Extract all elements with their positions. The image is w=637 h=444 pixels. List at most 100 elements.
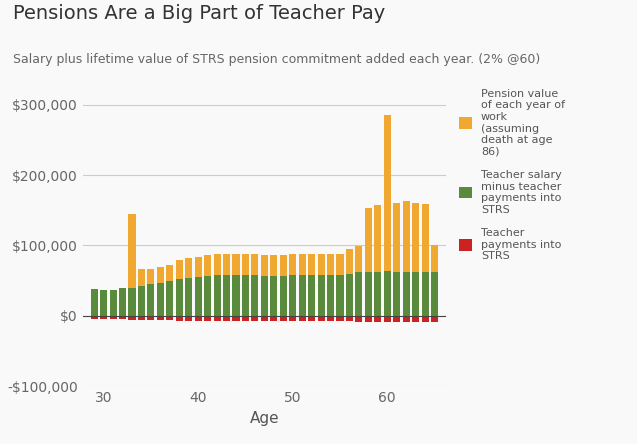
Bar [317, 275, 325, 316]
Bar [233, 254, 240, 275]
Bar [308, 275, 315, 316]
Bar [129, 288, 136, 316]
Bar [252, 316, 259, 321]
Bar [375, 272, 382, 316]
Bar [213, 316, 220, 321]
Bar [412, 203, 419, 272]
Bar [119, 316, 126, 319]
Bar [242, 275, 249, 316]
Bar [90, 316, 97, 319]
Bar [166, 265, 173, 281]
Bar [365, 272, 372, 316]
Bar [261, 316, 268, 321]
Bar [431, 245, 438, 272]
Bar [289, 275, 296, 316]
Bar [195, 316, 202, 321]
Bar [204, 255, 211, 276]
Bar [176, 279, 183, 316]
Bar [129, 214, 136, 288]
Bar [299, 275, 306, 316]
Bar [213, 254, 220, 275]
Bar [147, 269, 154, 284]
Bar [346, 249, 353, 274]
Legend: Pension value
of each year of
work
(assuming
death at age
86), Teacher salary
mi: Pension value of each year of work (assu… [459, 89, 565, 262]
Bar [166, 316, 173, 321]
Bar [110, 316, 117, 319]
Bar [422, 316, 429, 321]
Bar [138, 316, 145, 320]
Bar [317, 316, 325, 321]
Text: Pensions Are a Big Part of Teacher Pay: Pensions Are a Big Part of Teacher Pay [13, 4, 385, 24]
Text: Salary plus lifetime value of STRS pension commitment added each year. (2% @60): Salary plus lifetime value of STRS pensi… [13, 53, 540, 66]
Bar [327, 316, 334, 321]
Bar [270, 316, 277, 321]
Bar [185, 258, 192, 278]
Bar [431, 272, 438, 316]
Bar [346, 316, 353, 321]
Bar [346, 274, 353, 316]
Bar [336, 316, 343, 321]
Bar [355, 316, 362, 321]
Bar [375, 316, 382, 321]
Bar [119, 289, 126, 316]
Bar [422, 204, 429, 272]
Bar [336, 254, 343, 275]
Bar [204, 276, 211, 316]
Bar [233, 316, 240, 321]
Bar [375, 205, 382, 272]
Bar [355, 272, 362, 316]
Bar [157, 283, 164, 316]
Bar [204, 316, 211, 321]
Bar [383, 271, 391, 316]
Bar [393, 272, 400, 316]
Bar [403, 201, 410, 272]
Bar [317, 254, 325, 275]
Bar [185, 316, 192, 321]
Bar [261, 276, 268, 316]
Bar [242, 316, 249, 321]
Bar [327, 275, 334, 316]
Bar [129, 316, 136, 320]
Bar [280, 276, 287, 316]
Bar [289, 316, 296, 321]
Bar [383, 316, 391, 322]
Bar [100, 290, 107, 316]
Bar [299, 316, 306, 321]
Bar [280, 316, 287, 321]
Bar [393, 202, 400, 272]
Bar [195, 277, 202, 316]
Bar [365, 316, 372, 321]
Bar [233, 275, 240, 316]
Bar [223, 275, 230, 316]
Bar [252, 275, 259, 316]
Bar [261, 255, 268, 276]
Bar [270, 276, 277, 316]
Bar [383, 115, 391, 271]
Bar [270, 255, 277, 276]
Bar [195, 258, 202, 277]
Bar [431, 316, 438, 321]
Bar [365, 208, 372, 272]
Bar [403, 272, 410, 316]
Bar [412, 272, 419, 316]
Bar [308, 254, 315, 275]
Bar [157, 267, 164, 283]
Bar [289, 254, 296, 275]
Bar [223, 254, 230, 275]
Bar [185, 278, 192, 316]
Bar [138, 286, 145, 316]
Bar [393, 316, 400, 321]
Bar [327, 254, 334, 275]
Bar [100, 316, 107, 319]
Bar [355, 246, 362, 272]
Bar [422, 272, 429, 316]
Bar [242, 254, 249, 275]
Bar [252, 254, 259, 275]
Bar [147, 284, 154, 316]
Bar [223, 316, 230, 321]
Bar [213, 275, 220, 316]
Bar [176, 316, 183, 321]
Bar [308, 316, 315, 321]
Bar [110, 290, 117, 316]
X-axis label: Age: Age [250, 411, 279, 426]
